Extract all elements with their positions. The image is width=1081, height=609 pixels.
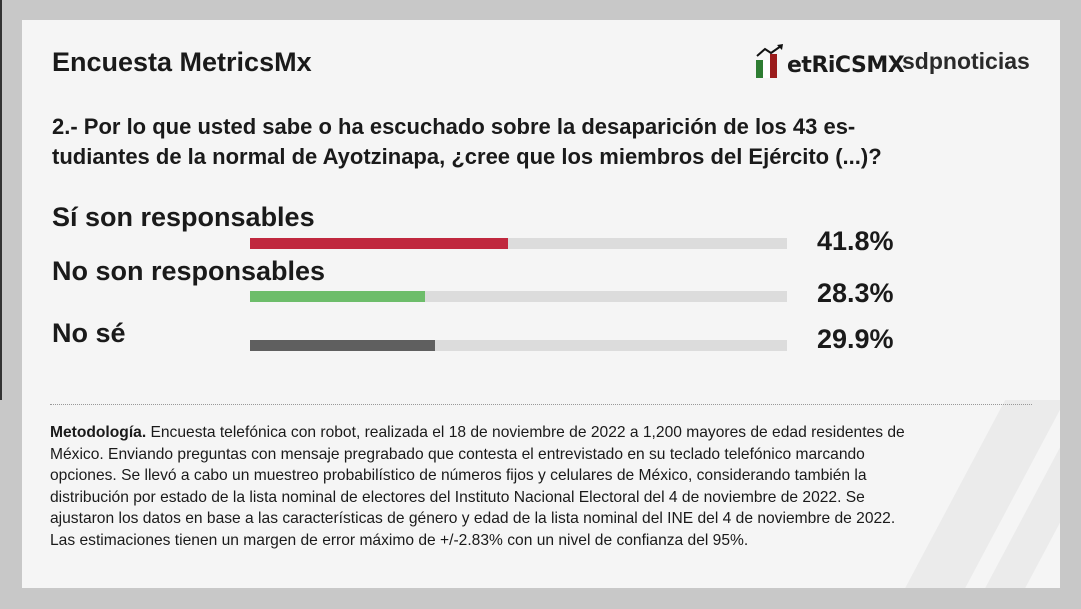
metricsmx-logo: etRiCSMX bbox=[755, 42, 905, 78]
bar-fill bbox=[250, 340, 435, 351]
bar-value-label: 29.9% bbox=[817, 324, 894, 354]
methodology-line: ajustaron los datos en base a las caract… bbox=[50, 510, 896, 527]
question-line: 2.- Por lo que usted sabe o ha escuchado… bbox=[52, 114, 856, 139]
bar-value-label: 28.3% bbox=[817, 278, 894, 308]
bar-label: Sí son responsables bbox=[52, 202, 315, 232]
methodology-text: Metodología. Encuesta telefónica con rob… bbox=[50, 422, 905, 551]
bar-track bbox=[250, 291, 787, 302]
question-line: tudiantes de la normal de Ayotzinapa, ¿c… bbox=[52, 144, 882, 169]
sdpnoticias-logo: sdpnoticias bbox=[902, 48, 1030, 74]
bar-value-label: 41.8% bbox=[817, 226, 894, 256]
methodology-line: distribución por estado de la lista nomi… bbox=[50, 488, 865, 506]
methodology-line: opciones. Se llevó a cabo un muestreo pr… bbox=[50, 467, 867, 484]
bar-label: No sé bbox=[52, 318, 126, 348]
methodology-line: México. Enviando preguntas con mensaje p… bbox=[50, 445, 865, 463]
divider bbox=[50, 404, 1032, 405]
bar-track bbox=[250, 238, 787, 249]
left-edge-line bbox=[0, 0, 2, 400]
methodology-line: Las estimaciones tienen un margen de err… bbox=[50, 531, 749, 549]
metricsmx-logo-text: etRiCSMX bbox=[787, 53, 905, 78]
metricsmx-chart-icon bbox=[756, 44, 783, 78]
bar-fill bbox=[250, 291, 425, 302]
bar-fill bbox=[250, 238, 509, 249]
question-text: 2.- Por lo que usted sabe o ha escuchado… bbox=[52, 112, 1042, 172]
page-title: Encuesta MetricsMx bbox=[52, 47, 312, 77]
methodology-heading: Metodología. bbox=[50, 424, 147, 441]
poll-card: Encuesta MetricsMx etRiCSMX sdpnoticias … bbox=[22, 20, 1060, 588]
methodology-line: Encuesta telefónica con robot, realizada… bbox=[146, 424, 905, 441]
bar-track bbox=[250, 340, 787, 351]
bar-label: No son responsables bbox=[52, 256, 326, 286]
